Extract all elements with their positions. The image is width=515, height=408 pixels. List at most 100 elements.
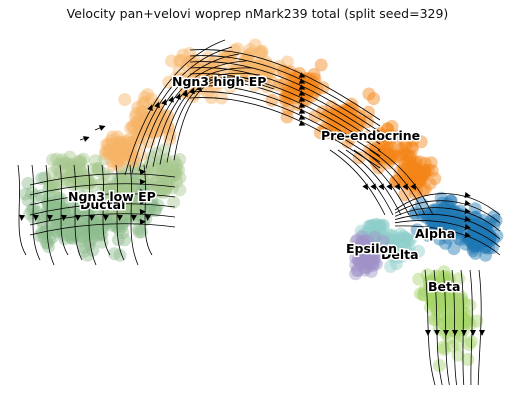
streamline-arrow <box>386 183 392 191</box>
cell-point <box>50 202 64 215</box>
cell-point <box>428 219 442 233</box>
cell-point <box>369 234 383 248</box>
cell-point <box>428 313 442 327</box>
cell-point <box>148 112 162 125</box>
cell-point <box>122 132 136 146</box>
cell-point <box>481 227 494 241</box>
cell-point <box>416 209 430 223</box>
cell-point <box>438 285 452 299</box>
cell-point <box>91 218 105 232</box>
cell-point <box>479 248 492 262</box>
cell-point <box>331 113 345 127</box>
cell-point <box>136 97 150 111</box>
streamline-arrow <box>139 199 146 205</box>
cell-point <box>74 174 88 188</box>
cell-point <box>455 310 469 324</box>
cluster-label: Beta <box>428 279 460 294</box>
streamline-arrow <box>464 200 471 206</box>
cell-point <box>351 120 365 134</box>
cell-point <box>463 317 477 331</box>
cell-point <box>244 62 258 76</box>
cell-point <box>441 211 455 225</box>
cell-point <box>109 142 123 156</box>
cell-point <box>120 134 134 148</box>
streamline <box>173 78 275 161</box>
cell-point <box>111 192 125 206</box>
cell-point <box>357 227 371 241</box>
cell-point <box>287 84 301 98</box>
cell-point <box>91 219 105 233</box>
cell-point <box>128 110 142 124</box>
cell-point <box>98 147 112 161</box>
cell-point <box>404 170 418 183</box>
cell-point <box>329 114 343 128</box>
cell-point <box>382 228 396 242</box>
cell-point <box>490 229 504 243</box>
cell-point <box>126 135 140 149</box>
cell-point <box>377 218 390 232</box>
cell-point <box>249 75 263 88</box>
cell-point <box>385 147 399 161</box>
cell-point <box>437 293 451 307</box>
cell-point <box>435 203 449 217</box>
cell-point <box>383 149 397 163</box>
cell-point <box>366 259 380 273</box>
cell-point <box>108 185 122 199</box>
cell-point <box>115 139 129 153</box>
streamline-arrow <box>378 183 384 191</box>
cell-point <box>406 142 419 155</box>
cell-point <box>328 112 342 125</box>
cell-point <box>112 173 126 186</box>
cell-point <box>432 359 446 372</box>
streamline <box>131 46 233 173</box>
cell-point <box>368 149 382 163</box>
cell-point <box>283 65 297 79</box>
cell-point <box>124 121 138 135</box>
cell-point <box>403 233 417 247</box>
cell-point <box>197 66 211 80</box>
cell-point <box>396 167 410 181</box>
cell-point <box>431 287 445 301</box>
cell-point <box>393 165 407 179</box>
cell-point <box>424 216 438 230</box>
cell-point <box>124 139 138 153</box>
cell-point <box>427 221 441 235</box>
cell-point <box>144 196 158 210</box>
cell-point <box>382 241 395 255</box>
cell-point <box>441 270 455 284</box>
cell-point <box>365 225 379 239</box>
streamline <box>29 193 176 206</box>
cell-point <box>466 241 480 255</box>
cell-point <box>349 235 363 249</box>
cell-point <box>411 170 425 184</box>
cell-point <box>170 158 184 172</box>
cell-point <box>454 314 468 328</box>
cell-point <box>409 155 423 169</box>
cell-point <box>365 245 379 259</box>
cell-point <box>49 182 63 195</box>
cell-point <box>433 209 447 223</box>
cell-point <box>441 314 455 328</box>
cell-point <box>123 189 137 203</box>
cell-point <box>397 164 411 178</box>
cell-point <box>418 156 432 170</box>
cell-point <box>438 273 452 287</box>
cell-point <box>224 50 238 64</box>
cell-point <box>376 219 390 233</box>
streamline-arrow <box>298 84 306 90</box>
cell-point <box>444 214 458 228</box>
cell-point <box>350 233 364 247</box>
cell-point <box>114 135 128 149</box>
streamline <box>101 164 111 256</box>
cell-point <box>176 72 190 86</box>
cell-point <box>363 251 377 265</box>
cell-point <box>345 109 359 123</box>
cell-point <box>349 267 363 281</box>
streamline <box>189 49 381 121</box>
cell-point <box>289 83 303 97</box>
streamline <box>442 269 450 386</box>
cell-point <box>63 230 77 244</box>
cell-point <box>338 113 352 127</box>
cell-point <box>238 62 252 76</box>
cell-point <box>392 129 406 143</box>
